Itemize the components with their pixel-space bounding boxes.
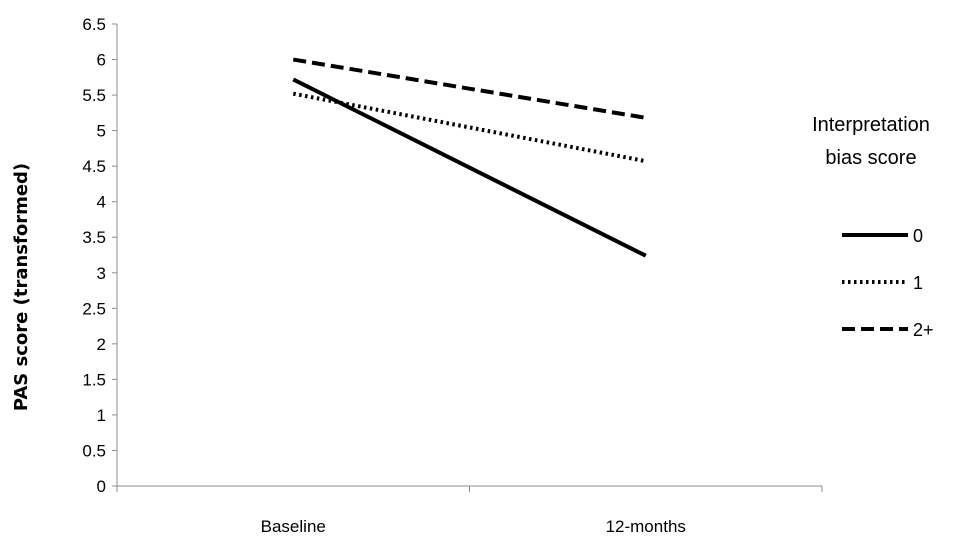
y-tick-label: 6: [97, 51, 106, 70]
y-tick-label: 1.5: [82, 370, 106, 389]
legend-title-line-1: Interpretation: [812, 114, 930, 136]
x-axis: Baseline 12-months: [116, 485, 823, 536]
y-tick-label: 5.5: [82, 86, 106, 105]
y-tick-label: 0.5: [82, 441, 106, 460]
legend-label: 1: [913, 273, 923, 293]
series-line-0: [292, 77, 647, 258]
y-tick-label: 4: [97, 193, 106, 212]
legend-title-line-2: bias score: [825, 147, 916, 169]
y-tick-label: 2.5: [82, 299, 106, 318]
legend-label: 0: [913, 226, 923, 246]
series-line-2+: [292, 57, 647, 120]
y-axis: 0 0.5 1 1.5 2 2.5 3 3.5 4 4.5 5 5.5 6 6.5: [82, 15, 118, 496]
y-tick-label: 6.5: [82, 15, 106, 34]
y-tick-label: 1: [97, 406, 106, 425]
y-tick-label: 3: [97, 264, 106, 283]
legend-label: 2+: [913, 320, 934, 340]
y-tick-label: 5: [97, 122, 106, 141]
y-axis-title: PAS score (transformed): [11, 163, 32, 411]
y-tick-label: 3.5: [82, 228, 106, 247]
y-tick-label: 0: [97, 477, 106, 496]
y-tick-label: 2: [97, 335, 106, 354]
x-tick-label: 12-months: [606, 517, 686, 536]
y-tick-label: 4.5: [82, 157, 106, 176]
series-lines: [292, 57, 647, 258]
x-tick-label: Baseline: [261, 517, 326, 536]
legend: Interpretation bias score 0 1 2+: [812, 114, 933, 340]
